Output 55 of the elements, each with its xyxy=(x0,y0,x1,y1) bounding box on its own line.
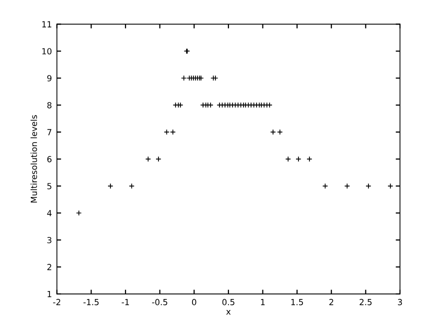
y-tick-label: 4 xyxy=(47,210,52,216)
point xyxy=(210,75,216,81)
y-tick-label: 10 xyxy=(42,48,52,54)
point xyxy=(366,183,372,189)
y-tick-label: 3 xyxy=(47,236,52,244)
point xyxy=(186,75,192,81)
point xyxy=(200,102,206,108)
point xyxy=(266,102,272,108)
x-tick-label: 2 xyxy=(329,298,334,306)
point xyxy=(222,102,228,108)
x-tick-label: 1 xyxy=(261,299,265,306)
x-tick-label: -1 xyxy=(122,299,129,306)
x-tick-label: 0.5 xyxy=(222,298,234,306)
x-tick-label: -0.5 xyxy=(152,298,168,306)
y-axis-title: Multiresolution levels xyxy=(30,115,38,202)
x-tick-label: 3 xyxy=(398,298,402,306)
point xyxy=(235,102,241,108)
y-tick-label: 2 xyxy=(47,264,52,270)
point xyxy=(261,102,267,108)
y-tick-label: 9 xyxy=(47,75,52,82)
point xyxy=(306,156,312,162)
x-tick-label: -1.5 xyxy=(83,299,99,306)
x-tick-label: 0 xyxy=(192,298,196,306)
point xyxy=(128,183,135,189)
point xyxy=(264,102,270,108)
point xyxy=(108,183,114,189)
point xyxy=(172,102,178,108)
point xyxy=(322,183,328,189)
point xyxy=(248,102,254,108)
point xyxy=(296,156,302,162)
point xyxy=(388,183,394,189)
x-tick-label: 2.5 xyxy=(360,298,372,306)
point xyxy=(164,129,170,135)
x-axis-title: x xyxy=(226,310,231,315)
point xyxy=(216,102,222,108)
point xyxy=(254,102,260,108)
point xyxy=(156,156,162,162)
x-tick-label: -2 xyxy=(53,298,60,306)
y-tick-label: 6 xyxy=(47,156,52,162)
point xyxy=(145,156,152,162)
y-tick-label: 5 xyxy=(47,183,52,190)
y-tick-label: 8 xyxy=(47,102,52,108)
point xyxy=(277,129,283,135)
x-tick-label: 1.5 xyxy=(291,299,303,306)
y-tick-label: 11 xyxy=(42,21,52,28)
y-tick-label: 7 xyxy=(47,129,52,136)
point xyxy=(170,129,176,135)
point xyxy=(180,75,187,81)
point xyxy=(285,156,291,162)
point xyxy=(270,129,276,135)
point xyxy=(208,102,214,108)
point xyxy=(344,183,350,189)
y-tick-label: 1 xyxy=(48,291,52,298)
point xyxy=(230,102,236,108)
point xyxy=(76,210,82,216)
